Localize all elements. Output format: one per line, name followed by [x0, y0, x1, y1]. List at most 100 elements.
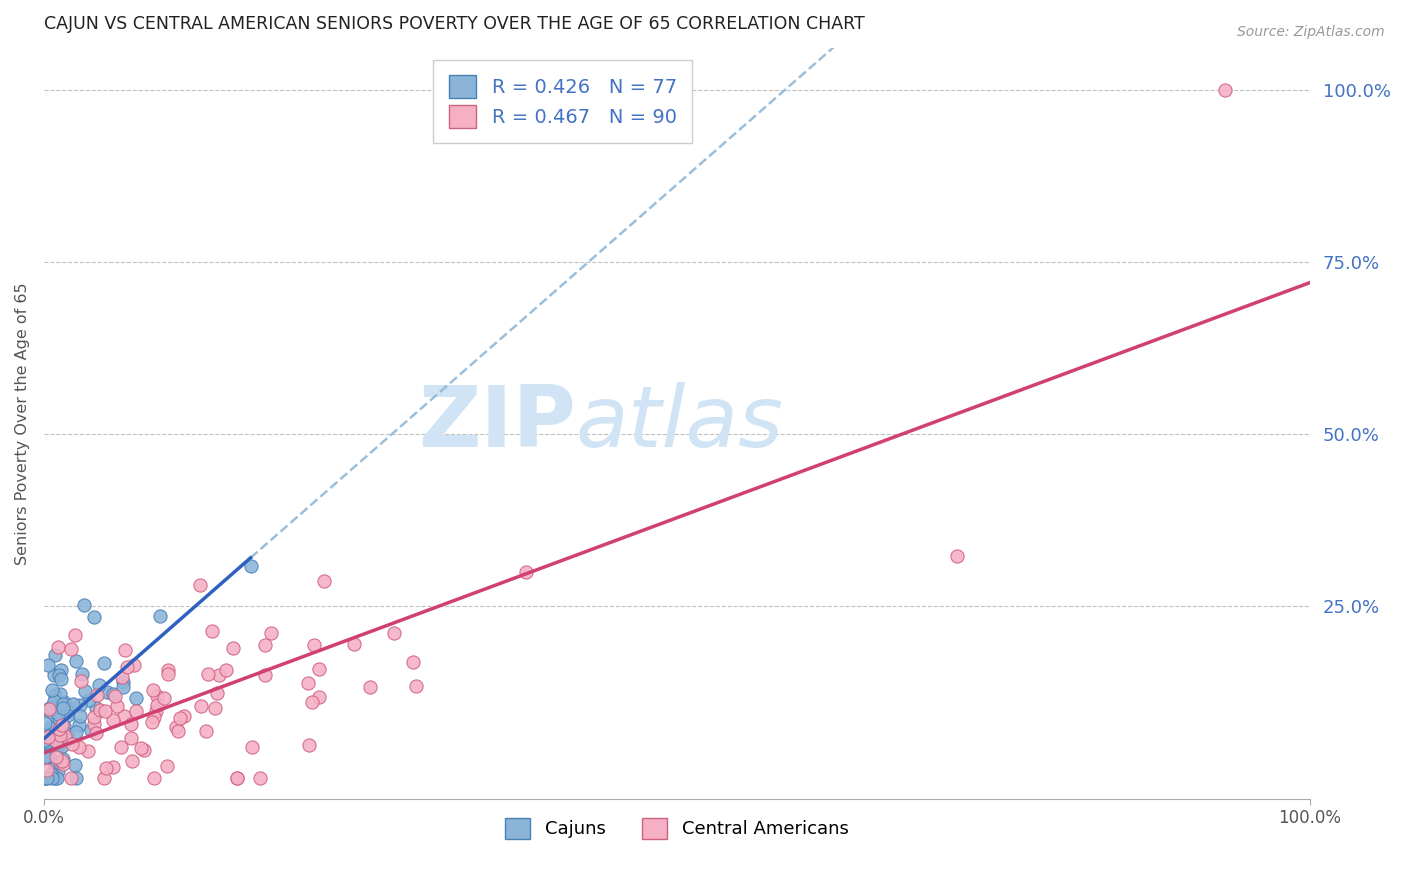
Point	[69, 673, 91, 688]
Point	[46, 764, 69, 779]
Y-axis label: Seniors Poverty Over the Age of 65: Seniors Poverty Over the Age of 65	[15, 283, 30, 565]
Point	[62, 698, 84, 712]
Point	[298, 738, 321, 752]
Point	[45, 750, 67, 764]
Point	[93, 656, 115, 670]
Point	[41, 683, 63, 698]
Point	[93, 771, 115, 785]
Point	[58, 707, 80, 722]
Point	[84, 701, 107, 715]
Point	[58, 705, 80, 719]
Point	[94, 704, 117, 718]
Point	[1213, 83, 1236, 97]
Point	[48, 729, 70, 743]
Point	[65, 771, 87, 785]
Point	[169, 711, 191, 725]
Point	[69, 709, 91, 723]
Point	[122, 657, 145, 672]
Point	[46, 706, 69, 721]
Point	[45, 771, 67, 785]
Point	[120, 717, 142, 731]
Point	[173, 709, 195, 723]
Point	[46, 640, 69, 654]
Point	[51, 739, 73, 754]
Point	[49, 663, 72, 677]
Point	[55, 733, 77, 747]
Point	[69, 698, 91, 712]
Point	[105, 699, 128, 714]
Point	[84, 725, 107, 739]
Point	[301, 695, 323, 709]
Point	[34, 771, 56, 785]
Point	[308, 690, 330, 705]
Point	[35, 747, 58, 761]
Text: CAJUN VS CENTRAL AMERICAN SENIORS POVERTY OVER THE AGE OF 65 CORRELATION CHART: CAJUN VS CENTRAL AMERICAN SENIORS POVERT…	[44, 15, 865, 33]
Point	[37, 763, 59, 777]
Point	[253, 668, 276, 682]
Point	[121, 754, 143, 768]
Point	[38, 748, 60, 763]
Point	[63, 628, 86, 642]
Point	[39, 699, 62, 714]
Point	[145, 698, 167, 713]
Point	[190, 699, 212, 714]
Point	[67, 739, 90, 754]
Point	[41, 771, 63, 785]
Point	[77, 744, 100, 758]
Point	[197, 667, 219, 681]
Point	[222, 640, 245, 655]
Point	[65, 654, 87, 668]
Legend: Cajuns, Central Americans: Cajuns, Central Americans	[498, 811, 856, 847]
Point	[166, 724, 188, 739]
Point	[34, 740, 56, 755]
Point	[945, 549, 967, 563]
Point	[52, 701, 75, 715]
Point	[42, 694, 65, 708]
Point	[48, 712, 70, 726]
Point	[145, 704, 167, 718]
Point	[194, 724, 217, 739]
Point	[240, 740, 263, 755]
Point	[86, 688, 108, 702]
Point	[112, 709, 135, 723]
Point	[142, 771, 165, 785]
Point	[70, 666, 93, 681]
Point	[149, 608, 172, 623]
Point	[42, 728, 65, 742]
Point	[37, 658, 59, 673]
Point	[59, 771, 82, 785]
Point	[44, 689, 66, 703]
Point	[239, 559, 262, 574]
Point	[129, 741, 152, 756]
Point	[41, 720, 63, 734]
Point	[188, 578, 211, 592]
Point	[249, 771, 271, 785]
Point	[73, 599, 96, 613]
Point	[46, 739, 69, 753]
Point	[63, 757, 86, 772]
Point	[60, 641, 83, 656]
Point	[111, 675, 134, 690]
Point	[87, 678, 110, 692]
Point	[225, 771, 247, 785]
Point	[208, 667, 231, 681]
Point	[359, 680, 381, 694]
Point	[48, 728, 70, 742]
Point	[110, 740, 132, 755]
Point	[51, 672, 73, 686]
Point	[83, 609, 105, 624]
Point	[60, 737, 83, 751]
Point	[302, 638, 325, 652]
Point	[142, 683, 165, 698]
Point	[34, 716, 56, 731]
Point	[101, 687, 124, 701]
Point	[103, 713, 125, 727]
Point	[141, 715, 163, 730]
Point	[51, 718, 73, 732]
Point	[35, 751, 58, 765]
Point	[48, 722, 70, 736]
Point	[37, 702, 59, 716]
Text: ZIP: ZIP	[418, 382, 575, 465]
Point	[125, 704, 148, 718]
Point	[83, 716, 105, 731]
